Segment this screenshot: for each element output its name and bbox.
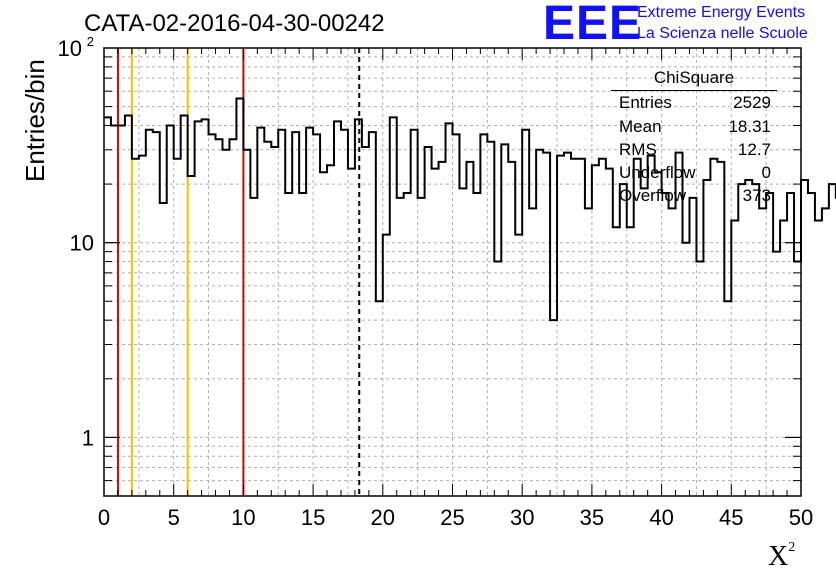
logo-line-2: La Scienza nelle Scuole bbox=[637, 25, 808, 42]
x-tick-label: 15 bbox=[301, 505, 325, 530]
x-tick-label: 20 bbox=[371, 505, 395, 530]
x-tick-label: 10 bbox=[231, 505, 255, 530]
x-tick-label: 25 bbox=[440, 505, 464, 530]
y-tick-label: 10 bbox=[58, 36, 82, 61]
eee-logo: EEE bbox=[543, 0, 643, 50]
stats-box-divider bbox=[611, 90, 777, 91]
x-tick-label: 30 bbox=[510, 505, 534, 530]
chart-title: CATA-02-2016-04-30-00242 bbox=[84, 10, 385, 37]
x-tick-label: 0 bbox=[98, 505, 110, 530]
x-tick-label: 5 bbox=[168, 505, 180, 530]
logo-line-1: Extreme Energy Events bbox=[637, 4, 806, 21]
stats-box-title: ChiSquare bbox=[653, 68, 735, 87]
x-axis-label: X2 bbox=[768, 540, 796, 572]
y-tick-label: 1 bbox=[82, 425, 94, 450]
x-tick-label: 45 bbox=[719, 505, 743, 530]
x-tick-label: 40 bbox=[649, 505, 673, 530]
x-tick-label: 35 bbox=[580, 505, 604, 530]
y-tick-label: 10 bbox=[70, 231, 94, 256]
y-tick-label-exponent: 2 bbox=[87, 34, 94, 49]
histogram-line bbox=[104, 97, 836, 322]
x-tick-label: 50 bbox=[789, 505, 813, 530]
y-axis-label: Entries/bin bbox=[20, 59, 50, 182]
